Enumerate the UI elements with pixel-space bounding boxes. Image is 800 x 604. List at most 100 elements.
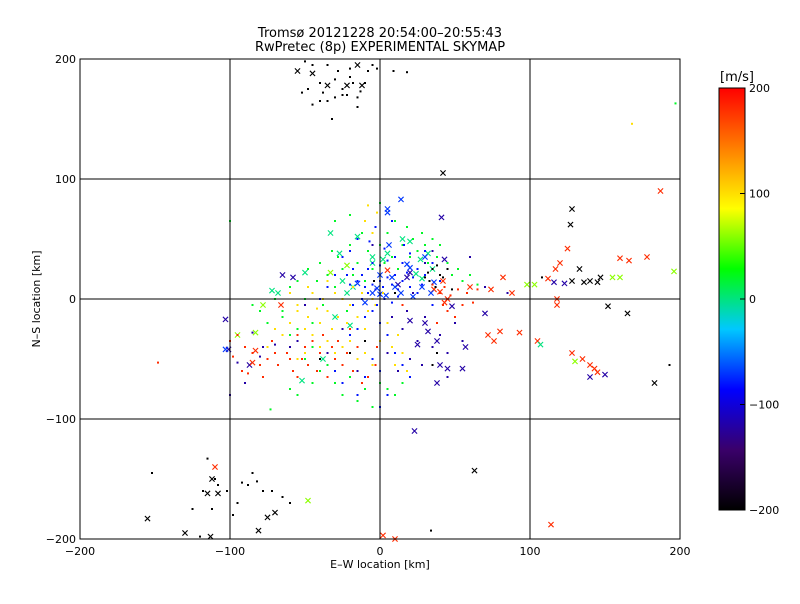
y-tick-label: 100 [55,173,76,186]
data-point-cross [594,369,601,376]
data-point-cross [491,338,497,344]
data-point-dot [301,358,303,360]
data-point-dot [371,283,374,286]
data-point-cross [215,490,221,497]
data-point-cross [428,290,434,296]
data-point-dot [397,370,399,372]
data-point-dot [289,502,291,504]
data-point-dot [397,268,399,270]
data-point-dot [326,286,329,288]
data-point-dot [356,346,359,348]
data-point-dot [326,274,329,276]
data-point-cross [459,365,466,372]
data-point-cross [587,278,593,284]
data-point-dot [356,238,359,240]
data-point-dot [386,322,389,324]
data-point-dot [436,256,438,258]
x-tick-label: 0 [377,545,384,558]
data-point-dot [397,288,399,291]
data-point-dot [442,304,444,306]
data-point-cross [354,62,361,68]
data-point-dot [391,346,393,348]
data-point-dot [157,361,159,364]
data-point-dot [289,358,291,360]
data-point-dot [446,352,449,354]
data-point-dot [409,286,411,288]
data-point-cross [344,262,350,269]
data-point-dot [349,250,351,252]
data-point-dot [367,268,369,270]
data-point-dot [428,280,431,282]
data-point-cross [380,532,386,539]
data-point-dot [326,310,329,312]
data-point-cross [597,274,604,281]
x-axis-label: E–W location [km] [330,558,430,571]
data-point-cross [537,341,544,348]
data-point-cross [222,346,229,353]
data-point-dot [349,352,351,354]
data-point-dot [439,274,441,276]
data-point-cross [264,514,271,521]
data-point-dot [386,334,389,336]
data-point-dot [334,370,336,372]
data-point-dot [266,358,269,360]
data-point-dot [412,292,414,294]
data-point-dot [431,238,434,240]
data-point-cross [347,322,353,329]
data-point-cross [444,365,451,372]
data-point-dot [386,259,389,262]
data-point-dot [281,316,284,318]
data-point-dot [289,286,291,288]
data-point-dot [349,334,351,336]
data-point-dot [319,82,321,84]
data-point-dot [391,256,393,258]
data-point-dot [431,304,434,306]
data-point-dot [436,352,438,354]
data-point-cross [279,272,286,278]
data-point-cross [449,303,455,310]
data-point-cross [327,230,334,236]
data-point-cross [552,266,559,272]
data-point-dot [311,334,314,336]
y-tick-label: −200 [46,533,76,546]
data-point-dot [439,334,441,336]
plot-frame [79,58,681,540]
data-point-cross [290,274,296,281]
data-point-cross [275,290,281,296]
colorbar-tick-label: −200 [749,504,779,517]
data-point-dot [469,274,471,276]
data-point-cross [581,279,587,286]
data-point-dot [307,88,309,90]
data-point-dot [304,352,306,354]
data-point-cross [497,328,503,335]
data-point-cross [336,250,343,257]
data-point-dot [259,310,261,312]
x-axis-ticks: −200 −100 0 100 200 [65,545,691,558]
data-point-dot [484,286,486,288]
data-point-dot [359,90,362,93]
data-point-cross [413,270,419,277]
data-point-dot [326,64,329,66]
data-point-cross [407,238,413,245]
data-point-dot [406,271,408,274]
data-point-cross [182,530,188,536]
data-point-dot [401,262,404,264]
data-point-cross [398,290,404,296]
data-point-dot [356,316,359,318]
data-point-dot [364,352,366,354]
data-point-cross [207,533,214,540]
data-point-dot [424,244,426,246]
data-point-cross [471,467,478,474]
data-point-dot [443,286,446,288]
data-point-dot [326,352,329,354]
data-point-cross [594,279,601,286]
data-point-dot [251,331,254,334]
data-point-dot [361,274,363,276]
data-point-dot [451,274,453,276]
data-point-cross [624,310,631,317]
data-point-cross [144,515,151,522]
data-point-dot [446,376,449,378]
data-point-dot [226,490,228,492]
data-point-dot [386,232,389,234]
